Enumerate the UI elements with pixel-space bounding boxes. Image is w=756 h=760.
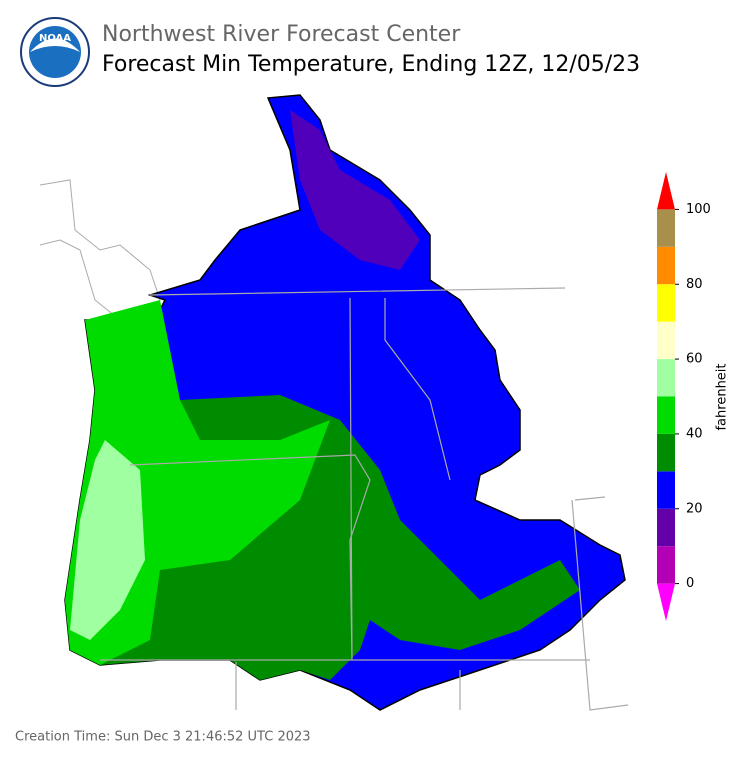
colorbar-tick-label: 40 — [686, 426, 703, 441]
colorbar-bin — [657, 508, 675, 547]
logo: NOAA — [20, 17, 90, 87]
colorbar-over — [657, 172, 675, 210]
colorbar-bin — [657, 284, 675, 322]
map — [39, 94, 629, 711]
org-title: Northwest River Forecast Center — [102, 22, 461, 47]
colorbar-bin — [657, 471, 675, 509]
colorbar-bin — [657, 359, 675, 397]
colorbar-tick-label: 100 — [686, 202, 711, 217]
colorbar-label: fahrenheit — [715, 363, 730, 430]
colorbar-tick-label: 0 — [686, 576, 694, 591]
colorbar-bin — [657, 433, 675, 472]
colorbar-tick-label: 20 — [686, 501, 703, 516]
colorbar-bin — [657, 321, 675, 360]
colorbar-bin — [657, 546, 675, 584]
colorbar-tick-label: 80 — [686, 277, 703, 292]
colorbar-tick-label: 60 — [686, 352, 703, 367]
colorbar-bin — [657, 246, 675, 285]
colorbar: 0 20 40 60 80 100 — [657, 172, 711, 621]
logo-text: NOAA — [39, 33, 71, 44]
colorbar-bin — [657, 396, 675, 434]
map-title: Forecast Min Temperature, Ending 12Z, 12… — [102, 52, 640, 77]
creation-time: Creation Time: Sun Dec 3 21:46:52 UTC 20… — [15, 730, 311, 745]
colorbar-bin — [657, 209, 675, 247]
colorbar-under — [657, 583, 675, 621]
